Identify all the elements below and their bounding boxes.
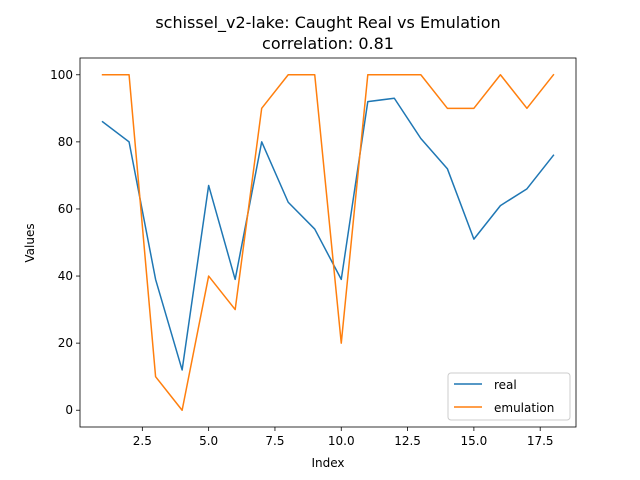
x-tick-label: 7.5: [265, 434, 284, 448]
y-tick-label: 20: [58, 336, 73, 350]
y-tick-label: 100: [50, 68, 73, 82]
y-axis-label: Values: [23, 223, 37, 262]
y-axis: 0 20 40 60 80 100: [50, 68, 80, 417]
y-tick-label: 80: [58, 135, 73, 149]
chart-subtitle: correlation: 0.81: [262, 34, 394, 53]
legend-label-real: real: [494, 378, 517, 392]
x-tick-label: 2.5: [133, 434, 152, 448]
x-tick-label: 10.0: [328, 434, 355, 448]
x-tick-label: 5.0: [199, 434, 218, 448]
plot-area: [101, 73, 555, 411]
y-tick-label: 0: [65, 403, 73, 417]
plot-frame: [79, 57, 577, 428]
legend-label-emulation: emulation: [494, 401, 554, 415]
x-tick-label: 12.5: [394, 434, 421, 448]
series-line-real: [101, 97, 555, 371]
chart-title: schissel_v2-lake: Caught Real vs Emulati…: [155, 13, 500, 33]
legend: real emulation: [447, 372, 571, 421]
y-tick-label: 40: [58, 269, 73, 283]
x-axis-label: Index: [311, 456, 344, 470]
x-axis: 2.5 5.0 7.5 10.0 12.5 15.0 17.5: [133, 427, 554, 448]
x-tick-label: 15.0: [461, 434, 488, 448]
series-line-emulation: [101, 73, 555, 411]
x-tick-label: 17.5: [527, 434, 554, 448]
y-tick-label: 60: [58, 202, 73, 216]
